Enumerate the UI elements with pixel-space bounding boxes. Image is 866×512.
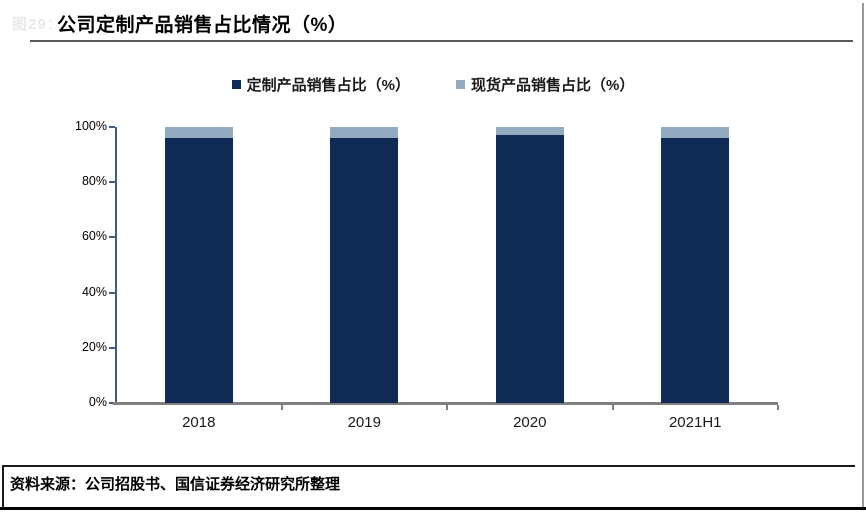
- bar-segment-custom: [495, 135, 564, 403]
- data-source-note: 资料来源：公司招股书、国信证券经济研究所整理: [10, 476, 341, 493]
- y-axis-tick: [109, 181, 115, 184]
- chart-legend: 定制产品销售占比（%） 现货产品销售占比（%）: [0, 74, 866, 95]
- title-underline-rule: [30, 40, 853, 42]
- y-axis-tick: [109, 346, 115, 349]
- x-axis-category-label: 2020: [513, 414, 547, 431]
- x-axis-category-label: 2018: [182, 414, 216, 431]
- figure-left-border-segment: [2, 465, 4, 510]
- legend-swatch-primary: [231, 80, 241, 89]
- y-axis-tick: [109, 291, 115, 294]
- y-axis-tick-label: 80%: [81, 174, 107, 189]
- x-axis-tick: [611, 405, 614, 410]
- faint-figure-number-watermark: 图29：: [12, 16, 63, 33]
- x-axis-tick: [777, 405, 779, 410]
- legend-label-custom-products: 定制产品销售占比（%）: [246, 77, 410, 94]
- y-axis-line: [115, 127, 117, 405]
- bar-segment-spot: [330, 127, 399, 139]
- bar-segment-spot: [164, 127, 233, 139]
- x-axis-tick: [280, 405, 283, 410]
- y-axis-tick-label: 20%: [81, 339, 107, 354]
- legend-item-spot-products: 现货产品销售占比（%）: [456, 74, 634, 95]
- bar-segment-custom: [661, 138, 730, 403]
- x-axis-tick: [446, 405, 448, 410]
- y-axis-tick-label: 100%: [75, 119, 107, 133]
- legend-item-custom-products: 定制产品销售占比（%）: [231, 74, 410, 95]
- bar-segment-spot: [495, 127, 564, 136]
- x-axis-category-label: 2021H1: [668, 414, 722, 431]
- figure-right-border: [862, 3, 864, 509]
- y-axis-tick-label: 40%: [81, 284, 107, 299]
- y-axis-tick: [109, 236, 115, 239]
- legend-swatch-secondary: [456, 80, 465, 89]
- figure-bottom-border: [0, 507, 866, 510]
- y-axis-tick-label: 60%: [81, 229, 107, 244]
- bar-segment-spot: [661, 127, 730, 139]
- source-divider-rule: [3, 465, 855, 467]
- bar-segment-custom: [330, 138, 399, 403]
- y-axis-tick-label: 0%: [88, 395, 107, 409]
- x-axis-baseline: [113, 402, 778, 405]
- bar-segment-custom: [164, 138, 233, 403]
- chart-title: 公司定制产品销售占比情况（%）: [57, 15, 348, 36]
- legend-label-spot-products: 现货产品销售占比（%）: [471, 77, 635, 94]
- y-axis-tick: [109, 126, 115, 128]
- y-axis-tick: [109, 402, 115, 404]
- x-axis-category-label: 2019: [347, 414, 381, 431]
